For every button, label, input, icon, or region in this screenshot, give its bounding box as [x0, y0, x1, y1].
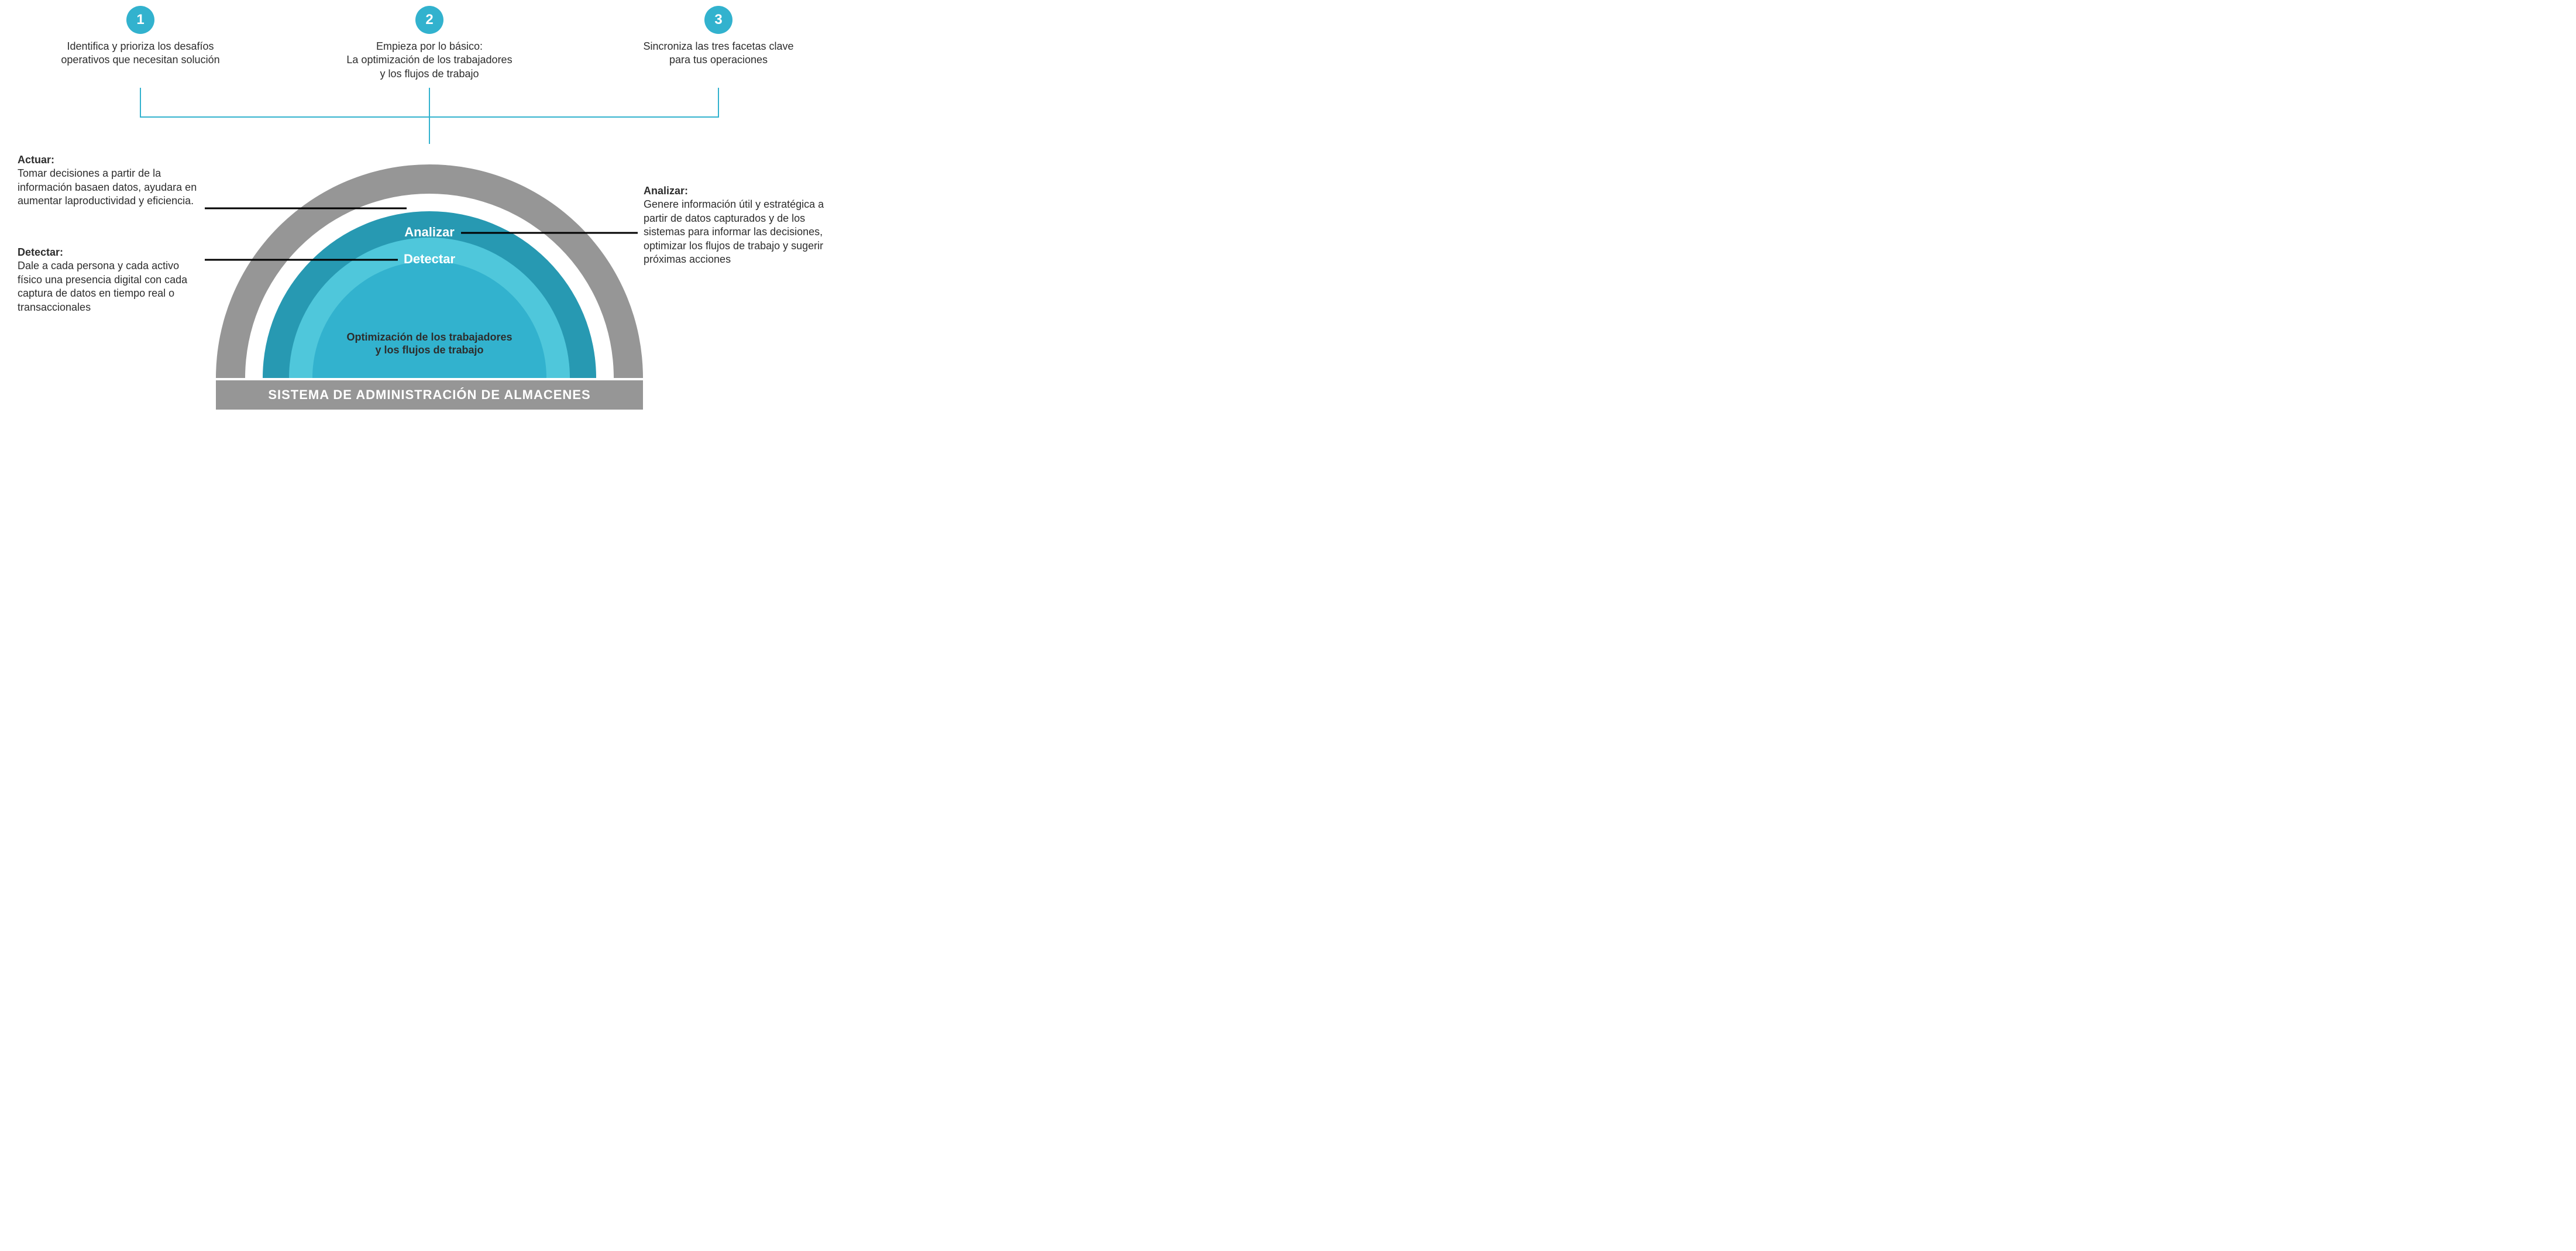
steps-row: 1 Identifica y prioriza los desafíos ope…	[0, 6, 859, 81]
annotation-analizar-body: Genere información útil y estratégica a …	[644, 198, 842, 266]
annotation-actuar-body: Tomar decisiones a partir de la informac…	[18, 167, 205, 208]
annotation-actuar: Actuar: Tomar decisiones a partir de la …	[18, 153, 205, 208]
step-1-badge: 1	[126, 6, 154, 34]
step-2: 2 Empieza por lo básico: La optimización…	[324, 6, 535, 81]
annotation-analizar-title: Analizar:	[644, 185, 688, 197]
step-3-badge: 3	[704, 6, 732, 34]
infographic-container: 1 Identifica y prioriza los desafíos ope…	[0, 0, 859, 417]
label-analizar: Analizar	[404, 225, 455, 240]
annotation-analizar: Analizar: Genere información útil y estr…	[644, 184, 842, 266]
step-1-text: Identifica y prioriza los desafíos opera…	[35, 40, 246, 67]
step-3: 3 Sincroniza las tres facetas clave para…	[613, 6, 824, 81]
step-2-text: Empieza por lo básico: La optimización d…	[324, 40, 535, 81]
step-2-badge: 2	[415, 6, 443, 34]
label-detectar: Detectar	[404, 252, 455, 267]
step-3-text: Sincroniza las tres facetas clave para t…	[613, 40, 824, 67]
annotation-detectar: Detectar: Dale a cada persona y cada act…	[18, 246, 199, 314]
dome-diagram: Automatización Actuar Analizar Detectar …	[216, 144, 643, 378]
label-actuar: Actuar	[409, 200, 450, 215]
base-bar: SISTEMA DE ADMINISTRACIÓN DE ALMACENES	[216, 380, 643, 410]
annotation-detectar-title: Detectar:	[18, 246, 63, 258]
annotation-actuar-title: Actuar:	[18, 154, 54, 166]
label-core: Optimización de los trabajadores y los f…	[324, 331, 535, 356]
step-1: 1 Identifica y prioriza los desafíos ope…	[35, 6, 246, 81]
annotation-detectar-body: Dale a cada persona y cada activo físico…	[18, 259, 199, 314]
label-automatizacion: Automatización	[381, 151, 477, 166]
